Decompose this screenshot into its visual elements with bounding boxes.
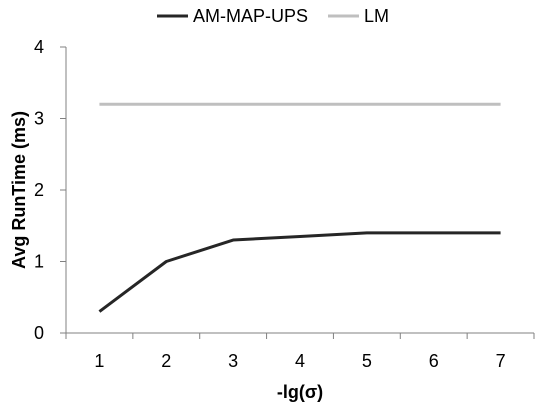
y-tick-label: 2 — [34, 180, 44, 200]
x-axis-ticks: 1 2 3 4 5 6 7 — [65, 333, 535, 371]
x-tick-label: 5 — [362, 351, 372, 371]
x-tick-label: 2 — [161, 351, 171, 371]
x-tick-label: 7 — [496, 351, 506, 371]
x-tick-label: 3 — [228, 351, 238, 371]
y-axis-title: Avg RunTime (ms) — [9, 111, 29, 269]
x-tick-label: 1 — [94, 351, 104, 371]
series-layer — [98, 102, 501, 313]
y-axis-ticks: 0 1 2 3 4 — [34, 37, 66, 343]
legend-label-am-map-ups: AM-MAP-UPS — [193, 6, 308, 26]
y-tick-label: 1 — [34, 252, 44, 272]
y-tick-label: 3 — [34, 109, 44, 129]
legend: AM-MAP-UPS LM — [157, 6, 389, 26]
y-tick-label: 4 — [34, 37, 44, 57]
legend-label-lm: LM — [364, 6, 389, 26]
series-line-am-map-ups — [98, 231, 501, 313]
x-axis-title: -lg(σ) — [277, 382, 323, 402]
x-tick-label: 4 — [295, 351, 305, 371]
x-tick-label: 6 — [429, 351, 439, 371]
y-tick-label: 0 — [34, 323, 44, 343]
